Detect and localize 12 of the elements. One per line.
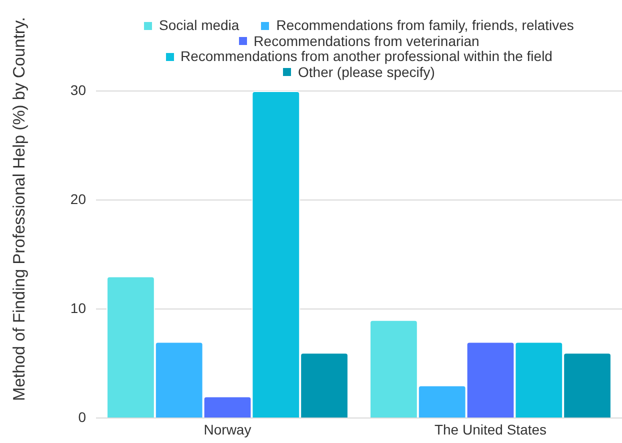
- legend-label: Recommendations from family, friends, relatives: [276, 17, 574, 34]
- y-tick-label: 30: [70, 82, 86, 98]
- legend-label: Recommendations from another professional within the field: [180, 48, 552, 64]
- legend-label: Other (please specify): [298, 64, 435, 80]
- y-axis-title: Method of Finding Professional Help (%) by Country.: [10, 17, 29, 401]
- legend-label: Recommendations from veterinarian: [254, 32, 480, 49]
- y-tick-label: 10: [70, 300, 86, 316]
- legend-label: Social media: [159, 17, 240, 34]
- x-tick-label: Norway: [204, 421, 252, 438]
- y-tick-label: 20: [70, 190, 86, 207]
- y-tick-label: 0: [78, 408, 86, 425]
- x-tick-label: The United States: [434, 421, 547, 438]
